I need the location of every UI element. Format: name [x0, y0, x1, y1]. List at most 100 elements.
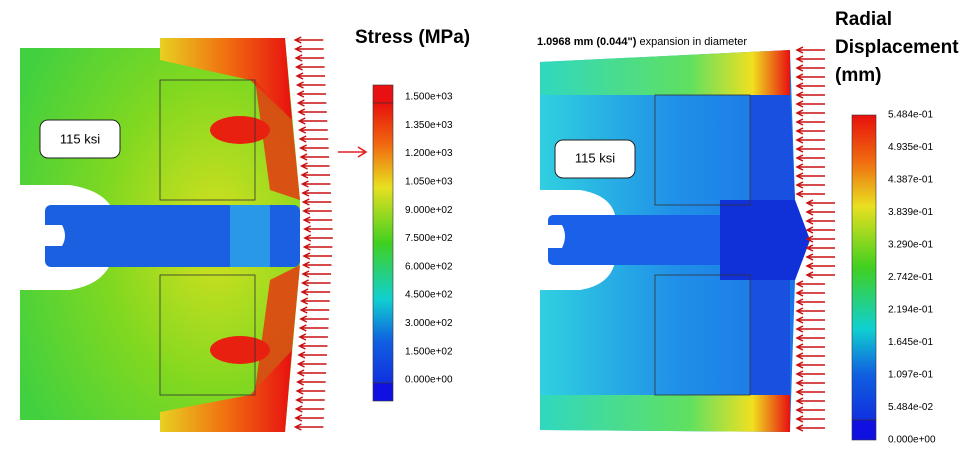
arrow	[300, 334, 328, 340]
arrow	[296, 406, 324, 412]
colorbar-label: 4.500e+02	[405, 290, 453, 301]
arrow	[797, 308, 825, 314]
arrow	[807, 209, 835, 215]
arrow	[807, 218, 835, 224]
screenshot: 115 ksi Stress (MPa) 1.500e+031.350e+031…	[0, 0, 970, 450]
arrow	[304, 217, 332, 223]
arrow	[807, 254, 835, 260]
colorbar-label: 1.350e+03	[405, 120, 453, 131]
arrow	[301, 145, 329, 151]
colorbar-label: 1.097e-01	[888, 370, 933, 381]
colorbar-label: 2.742e-01	[888, 272, 933, 283]
arrow	[297, 73, 325, 79]
arrow	[797, 137, 825, 143]
arrow	[298, 82, 326, 88]
arrow	[797, 83, 825, 89]
stress-plot: 115 ksi	[20, 37, 333, 432]
arrow	[295, 37, 323, 43]
arrow	[797, 317, 825, 323]
arrow	[797, 74, 825, 80]
arrow	[797, 380, 825, 386]
arrow	[300, 325, 328, 331]
arrow	[296, 46, 324, 52]
arrow	[797, 173, 825, 179]
colorbar-max	[373, 85, 393, 103]
arrow	[797, 416, 825, 422]
box-label: 115 ksi	[60, 131, 100, 146]
arrow	[797, 371, 825, 377]
arrow	[797, 110, 825, 116]
arrow	[302, 181, 330, 187]
arrow	[301, 154, 329, 160]
arrow	[797, 56, 825, 62]
arrow	[299, 343, 327, 349]
colorbar-label: 5.484e-02	[888, 402, 933, 413]
arrow	[299, 361, 327, 367]
arrow	[301, 307, 329, 313]
arrow	[797, 281, 825, 287]
arrow	[298, 370, 326, 376]
arrow	[807, 245, 835, 251]
arrow	[304, 253, 332, 259]
arrow	[797, 389, 825, 395]
colorbar-labels: 1.500e+031.350e+031.200e+031.050e+039.00…	[405, 92, 453, 386]
annotation: 1.0968 mm (0.044") expansion in diameter	[537, 36, 747, 48]
arrow	[299, 118, 327, 124]
colorbar-min	[852, 420, 876, 440]
arrow	[299, 109, 327, 115]
arrow	[298, 100, 326, 106]
arrow	[303, 199, 331, 205]
colorbar-label: 3.839e-01	[888, 207, 933, 218]
arrow	[304, 244, 332, 250]
arrow	[797, 101, 825, 107]
colorbar-title: Radial	[835, 9, 892, 30]
arrow	[797, 146, 825, 152]
colorbar-label: 0.000e+00	[888, 435, 936, 446]
arrow	[797, 65, 825, 71]
arrow	[305, 235, 333, 241]
colorbar-label: 1.050e+03	[405, 177, 453, 188]
arrow	[302, 172, 330, 178]
colorbar-label: 1.200e+03	[405, 148, 453, 159]
arrow	[304, 262, 332, 268]
colorbar	[852, 115, 876, 420]
arrow	[797, 191, 825, 197]
arrow	[298, 91, 326, 97]
arrow	[797, 344, 825, 350]
arrow	[296, 55, 324, 61]
colorbar-label: 3.000e+02	[405, 318, 453, 329]
arrow	[305, 226, 333, 232]
arrow	[297, 397, 325, 403]
pointer-arrow	[338, 147, 366, 157]
colorbar-title: Displacement	[835, 37, 959, 58]
load-arrows	[295, 37, 333, 430]
colorbar-label: 3.290e-01	[888, 240, 933, 251]
colorbar-labels: 5.484e-014.935e-014.387e-013.839e-013.29…	[888, 110, 936, 446]
colorbar-min	[373, 383, 393, 401]
colorbar-label: 2.194e-01	[888, 305, 933, 316]
arrow	[302, 289, 330, 295]
colorbar-label: 5.484e-01	[888, 110, 933, 121]
colorbar-title: (mm)	[835, 65, 881, 86]
arrow	[797, 155, 825, 161]
colorbar	[373, 103, 393, 383]
arrow	[797, 353, 825, 359]
colorbar-label: 0.000e+00	[405, 375, 453, 386]
arrow	[303, 190, 331, 196]
arrow	[302, 298, 330, 304]
arrow	[797, 299, 825, 305]
arrow	[797, 92, 825, 98]
arrow	[797, 425, 825, 431]
annotation-bold: 1.0968 mm (0.044")	[537, 36, 637, 48]
arrow	[797, 326, 825, 332]
arrow	[303, 271, 331, 277]
arrow	[298, 379, 326, 385]
colorbar-label: 7.500e+02	[405, 233, 453, 244]
arrow	[797, 182, 825, 188]
colorbar-title: Stress (MPa)	[355, 27, 470, 48]
arrow	[807, 200, 835, 206]
arrow	[300, 127, 328, 133]
arrow	[807, 236, 835, 242]
arrow	[797, 164, 825, 170]
colorbar-label: 4.935e-01	[888, 142, 933, 153]
